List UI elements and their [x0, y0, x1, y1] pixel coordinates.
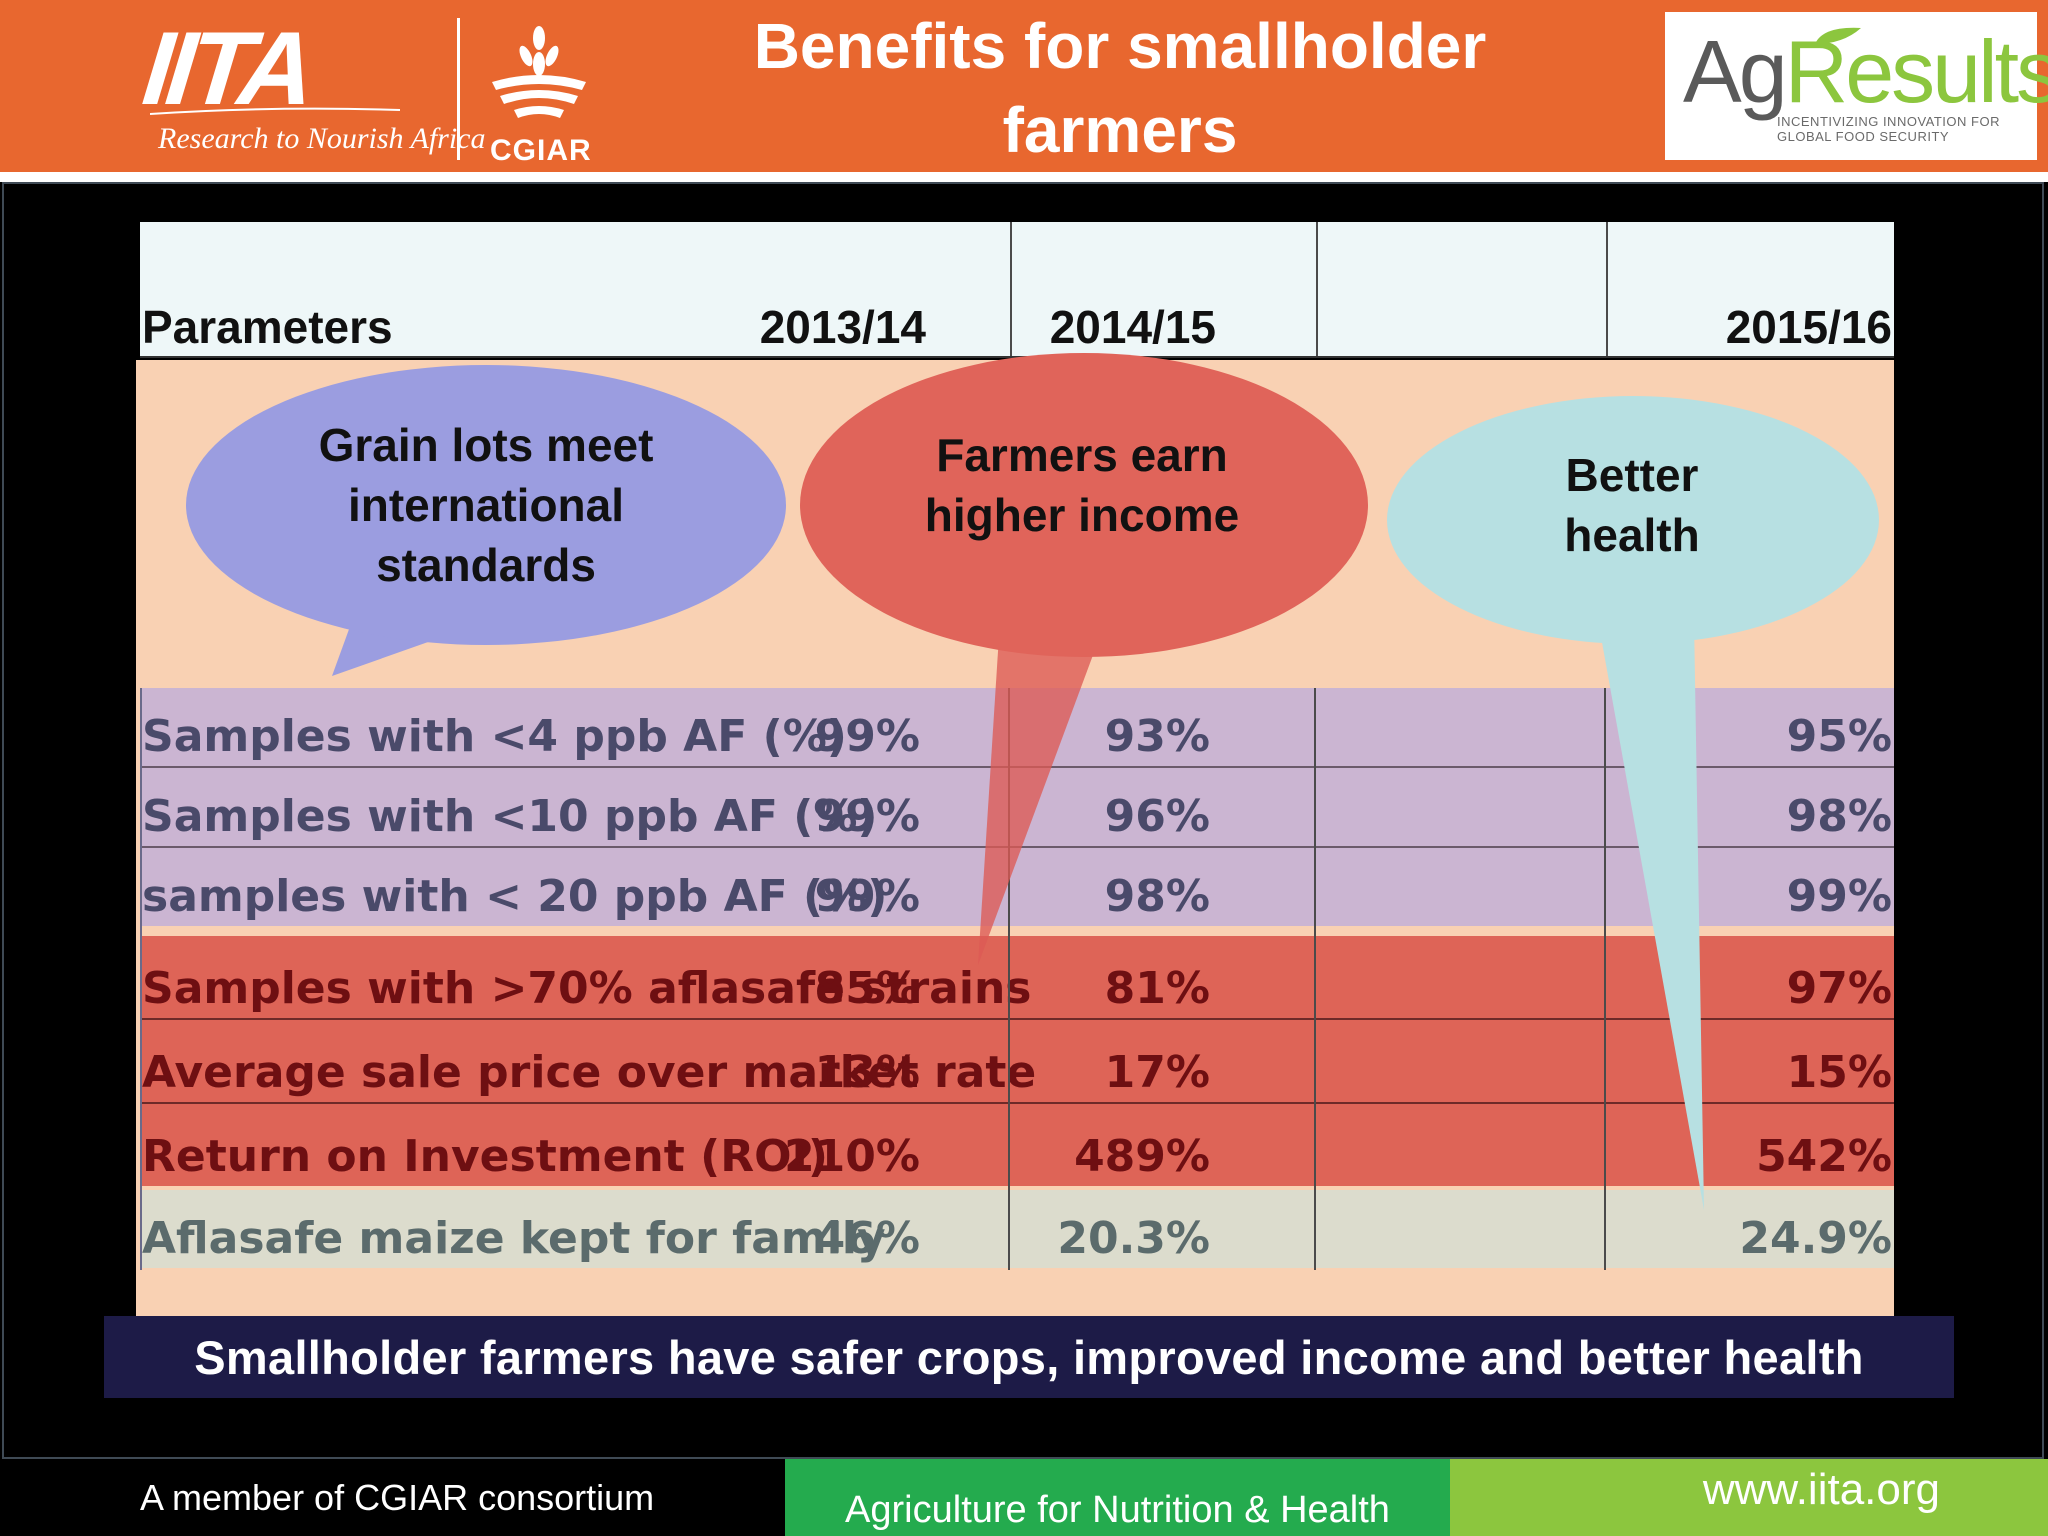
- cell-value: 99%: [1786, 871, 1892, 922]
- header-divider-3: [1606, 222, 1608, 358]
- row-label: Samples with <4 ppb AF (%): [142, 711, 847, 762]
- income-callout-bubble: [800, 353, 1368, 657]
- row-label: samples with < 20 ppb AF (%): [142, 871, 888, 922]
- cgiar-word: CGIAR: [490, 134, 592, 167]
- content-panel-border: [2, 182, 2044, 1459]
- cell-value: 489%: [1074, 1131, 1210, 1182]
- column-divider: [1604, 688, 1606, 1270]
- header-bar: IITA Research to Nourish Africa CGIAR Be…: [0, 0, 2048, 172]
- cell-value: 15%: [1786, 1047, 1892, 1098]
- cell-value: 99%: [814, 871, 920, 922]
- cell-value: 99%: [814, 711, 920, 762]
- health-callout-tail: [1598, 620, 1704, 1210]
- footer-cgiar-member: A member of CGIAR consortium: [0, 1459, 785, 1536]
- iita-swoosh-icon: [150, 107, 400, 115]
- table-row: Samples with >70% aflasafe strains 85% 8…: [140, 936, 1894, 1018]
- row-label: Samples with <10 ppb AF (%): [142, 791, 878, 842]
- table-row: samples with < 20 ppb AF (%) 99% 98% 99%: [140, 848, 1894, 926]
- standards-callout-text: Grain lots meet international standards: [318, 419, 654, 591]
- cell-value: 95%: [1786, 711, 1892, 762]
- callout-shapes: [186, 353, 1879, 1210]
- footer-website-link[interactable]: www.iita.org: [1450, 1459, 2048, 1536]
- footer: A member of CGIAR consortium Agriculture…: [0, 1459, 2048, 1536]
- table-row: Return on Investment (ROI) 210% 489% 542…: [140, 1104, 1894, 1186]
- standards-callout-bubble: [186, 365, 786, 645]
- cell-value: 46%: [814, 1213, 920, 1264]
- page-title: Benefits for smallholder farmers: [753, 10, 1487, 166]
- agresults-logo: AgResults INCENTIVIZING INNOVATION FOR G…: [1665, 12, 2048, 160]
- cell-value: 20.3%: [1057, 1213, 1210, 1264]
- iita-tagline: Research to Nourish Africa: [158, 122, 486, 155]
- cell-value: 85%: [814, 963, 920, 1014]
- column-header-2013-14: 2013/14: [759, 301, 926, 353]
- benefits-table: Parameters 2013/14 2014/15 2015/16 Sampl…: [136, 220, 1894, 1372]
- header-divider-2: [1316, 222, 1318, 358]
- cell-value: 97%: [1786, 963, 1892, 1014]
- cell-value: 542%: [1756, 1131, 1892, 1182]
- column-divider: [1008, 688, 1010, 1270]
- wheat-icon: [492, 26, 586, 118]
- header-divider: [0, 172, 2048, 182]
- column-divider: [1314, 688, 1316, 1270]
- cell-value: 98%: [1786, 791, 1892, 842]
- cell-value: 210%: [784, 1131, 920, 1182]
- cgiar-logo: CGIAR: [470, 14, 610, 167]
- cell-value: 13%: [814, 1047, 920, 1098]
- table-row: Aflasafe maize kept for family 46% 20.3%…: [140, 1190, 1894, 1268]
- health-callout-text: Better health: [1564, 449, 1700, 561]
- column-header-2015-16: 2015/16: [1725, 301, 1892, 353]
- logo-divider: [457, 18, 460, 160]
- row-label: Average sale price over market rate: [142, 1047, 1037, 1098]
- row-label: Samples with >70% aflasafe strains: [142, 963, 1032, 1014]
- agresults-wordmark: AgResults: [1683, 22, 2048, 122]
- row-label: Aflasafe maize kept for family: [142, 1213, 886, 1264]
- column-header-2014-15: 2014/15: [1049, 301, 1216, 353]
- health-callout-bubble: [1387, 396, 1879, 644]
- table-header-row: Parameters 2013/14 2014/15 2015/16: [140, 222, 1894, 358]
- income-callout-tail: [978, 620, 1106, 965]
- income-callout-text: Farmers earn higher income: [924, 429, 1240, 541]
- cell-value: 24.9%: [1739, 1213, 1892, 1264]
- iita-logo: IITA Research to Nourish Africa: [138, 11, 486, 164]
- row-label: Return on Investment (ROI): [142, 1131, 828, 1182]
- leaf-icon: [1815, 27, 1861, 44]
- row-divider: [140, 1018, 1894, 1020]
- agresults-word-ag: Ag: [1683, 22, 1788, 121]
- cell-value: 96%: [1104, 791, 1210, 842]
- agresults-tagline: INCENTIVIZING INNOVATION FOR GLOBAL FOOD…: [1777, 114, 2000, 144]
- cell-value: 81%: [1104, 963, 1210, 1014]
- row-divider: [140, 1102, 1894, 1104]
- column-header-parameters: Parameters: [142, 301, 393, 353]
- summary-banner: Smallholder farmers have safer crops, im…: [104, 1316, 1954, 1398]
- footer-theme: Agriculture for Nutrition & Health: [785, 1459, 1450, 1536]
- header-underline: [140, 356, 1894, 358]
- table-row: Average sale price over market rate 13% …: [140, 1020, 1894, 1102]
- cell-value: 99%: [814, 791, 920, 842]
- cell-value: 17%: [1104, 1047, 1210, 1098]
- cell-value: 98%: [1104, 871, 1210, 922]
- column-divider: [140, 688, 142, 1270]
- cell-value: 93%: [1104, 711, 1210, 762]
- agresults-word-results: Results: [1784, 22, 2048, 121]
- header-divider-1: [1010, 222, 1012, 358]
